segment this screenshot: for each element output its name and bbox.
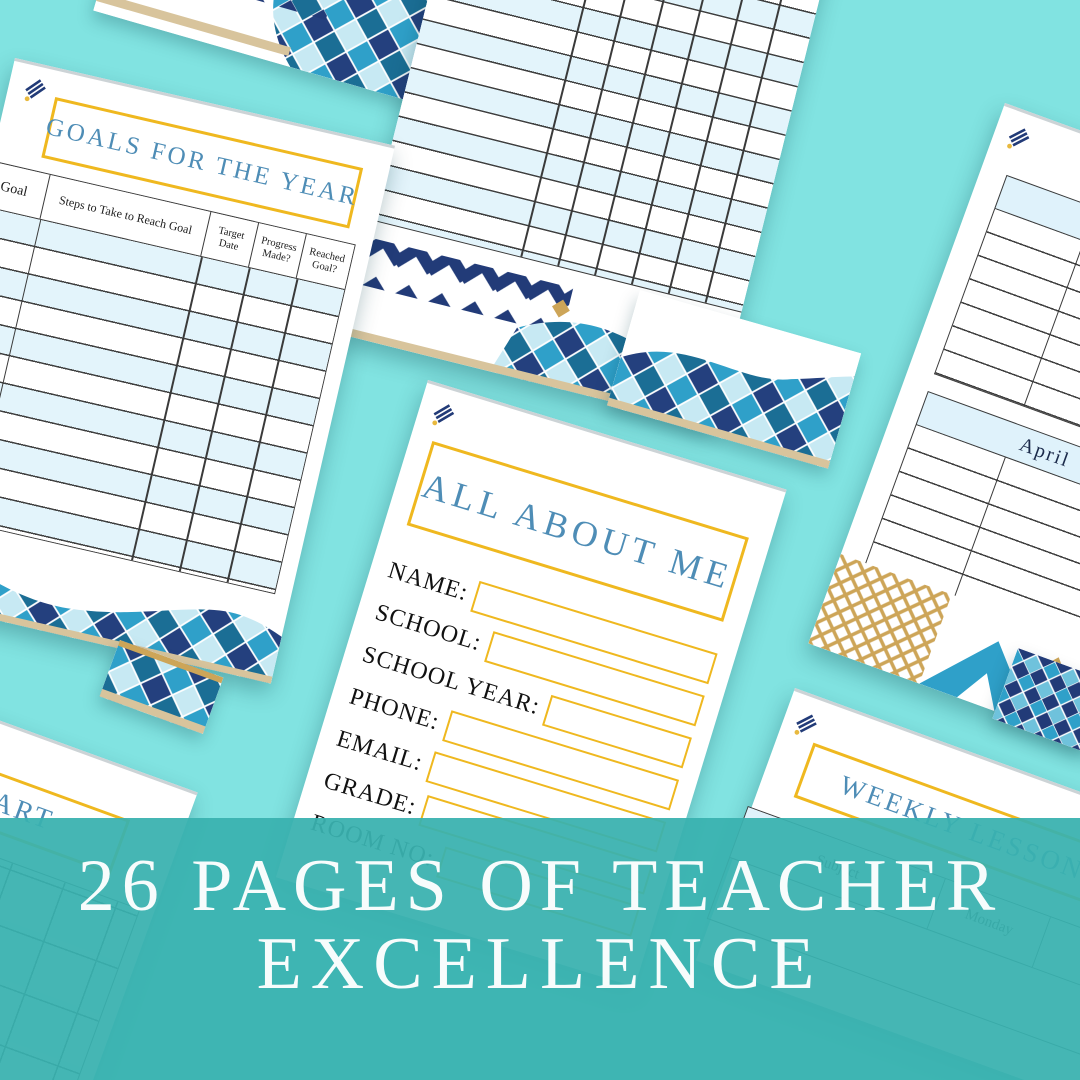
brand-mark-icon <box>24 79 46 102</box>
argyle-pattern <box>606 290 862 469</box>
brand-mark-icon <box>432 404 455 426</box>
banner-title-line2: EXCELLENCE <box>256 922 824 1005</box>
decorative-page-corner <box>99 640 224 735</box>
grid-line <box>630 0 725 285</box>
decorative-argyle-wedge <box>606 290 862 469</box>
goals-table: Goal Steps to Take to Reach Goal Target … <box>0 159 356 595</box>
grid-line <box>0 219 42 524</box>
argyle-pattern <box>99 640 224 735</box>
grid-line <box>1023 241 1080 406</box>
grid-line <box>520 0 614 257</box>
banner: 26 PAGES OF TEACHER EXCELLENCE <box>0 818 1080 1080</box>
decorative-navy-corner <box>992 648 1080 751</box>
banner-title-line1: 26 PAGES OF TEACHER <box>77 845 1003 927</box>
grid-line <box>594 0 688 276</box>
grid-line <box>704 0 799 303</box>
page-weekly-lesson-plan: WEEKLY LESSON PLAN Subject Monday <box>695 688 1080 1080</box>
page-all-about-me: ALL ABOUT ME NAME: SCHOOL: SCHOOL YEAR: … <box>275 380 787 987</box>
grid-line <box>667 0 762 294</box>
brand-mark-icon <box>1007 128 1030 149</box>
page-goals-for-the-year: GOALS FOR THE YEAR Goal Steps to Take to… <box>0 58 396 684</box>
brand-mark-icon <box>794 714 817 735</box>
navy-diamond-pattern <box>992 648 1080 751</box>
grid-line <box>557 0 651 267</box>
